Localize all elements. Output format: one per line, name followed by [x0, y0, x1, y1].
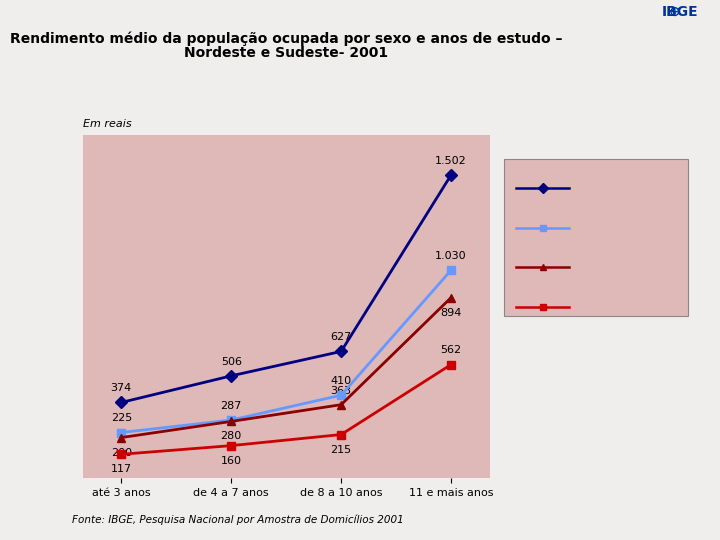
Text: homens SE: homens SE — [576, 183, 638, 193]
Text: 280: 280 — [220, 431, 242, 442]
Text: Fonte: IBGE, Pesquisa Nacional por Amostra de Domicílios 2001: Fonte: IBGE, Pesquisa Nacional por Amost… — [72, 514, 404, 525]
Text: 410: 410 — [330, 376, 352, 386]
Text: 562: 562 — [441, 346, 462, 355]
Text: homens NE: homens NE — [576, 222, 639, 233]
Text: 287: 287 — [220, 401, 242, 411]
Text: 894: 894 — [441, 308, 462, 318]
Text: 627: 627 — [330, 332, 352, 342]
Text: 225: 225 — [111, 414, 132, 423]
Text: Rendimento médio da população ocupada por sexo e anos de estudo –: Rendimento médio da população ocupada po… — [10, 31, 562, 46]
Text: 160: 160 — [221, 456, 242, 465]
Text: ⊕: ⊕ — [669, 5, 680, 19]
Text: 200: 200 — [111, 448, 132, 457]
Text: 506: 506 — [221, 357, 242, 367]
Text: 1.030: 1.030 — [436, 251, 467, 261]
Text: mulheres NE: mulheres NE — [576, 302, 647, 312]
Text: Em reais: Em reais — [83, 118, 132, 129]
Text: 117: 117 — [111, 464, 132, 474]
Text: Nordeste e Sudeste- 2001: Nordeste e Sudeste- 2001 — [184, 46, 388, 60]
Text: 215: 215 — [330, 444, 352, 455]
Text: 374: 374 — [111, 383, 132, 393]
Text: IBGE: IBGE — [662, 5, 698, 19]
Text: 1.502: 1.502 — [436, 156, 467, 166]
Text: mulheres SE: mulheres SE — [576, 262, 646, 272]
Text: 363: 363 — [330, 386, 351, 396]
